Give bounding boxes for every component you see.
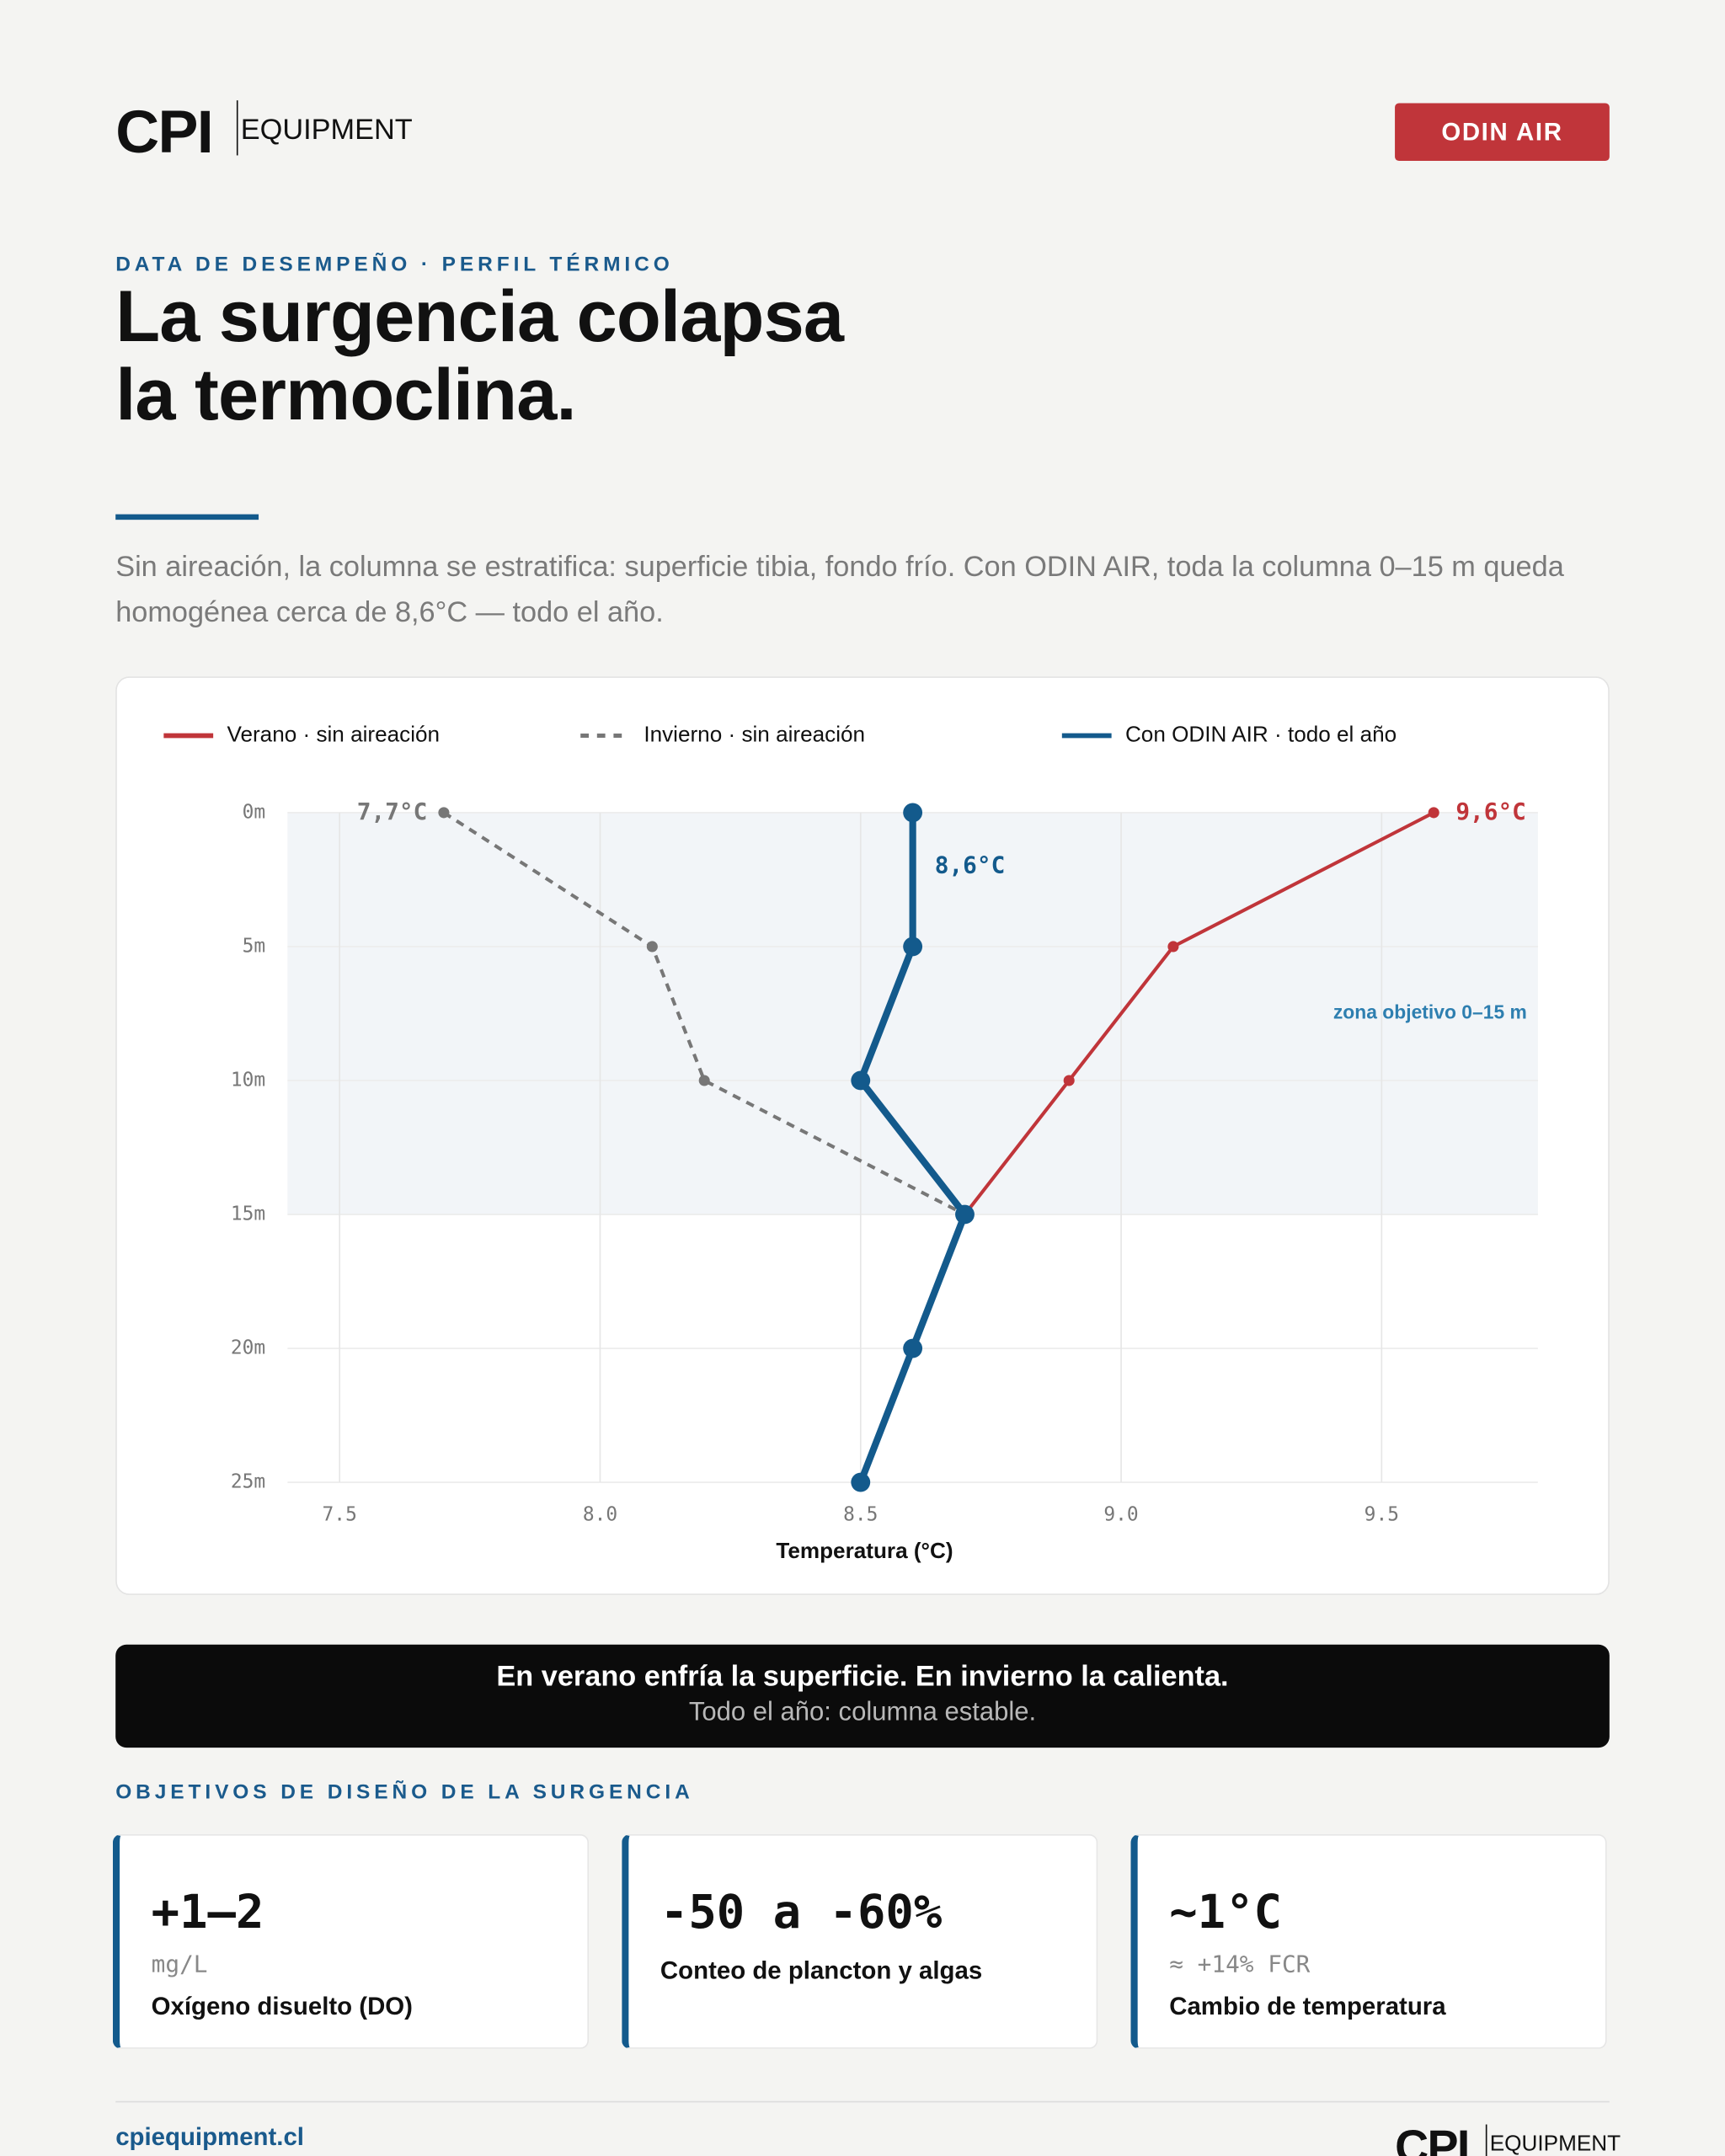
data-point bbox=[851, 1472, 871, 1492]
annotation: 9,6°C bbox=[1455, 798, 1526, 825]
data-point bbox=[646, 941, 658, 953]
series-line bbox=[963, 811, 1435, 1216]
data-point bbox=[1428, 807, 1439, 819]
x-tick-label: 9.5 bbox=[1365, 1504, 1399, 1526]
metric-value: ~1°C bbox=[1169, 1885, 1282, 1940]
data-point bbox=[955, 1204, 975, 1225]
x-tick-label: 7.5 bbox=[323, 1504, 357, 1526]
annotation: 8,6°C bbox=[935, 851, 1006, 879]
x-tick-label: 8.0 bbox=[583, 1504, 617, 1526]
section-label: OBJETIVOS DE DISEÑO DE LA SURGENCIA bbox=[115, 1780, 694, 1805]
data-point bbox=[438, 807, 450, 819]
cta-button[interactable]: ODIN AIR bbox=[1395, 103, 1610, 162]
y-tick-label: 25m bbox=[231, 1471, 265, 1493]
data-point bbox=[903, 937, 923, 957]
footer-link[interactable]: cpiequipment.cl bbox=[115, 2122, 304, 2151]
metric-unit: mg/L bbox=[151, 1951, 208, 1979]
y-tick-label: 10m bbox=[231, 1069, 265, 1091]
banner-line: En verano enfría la superficie. En invie… bbox=[496, 1661, 1229, 1693]
data-point bbox=[698, 1075, 710, 1086]
metric-value: +1–2 bbox=[151, 1885, 264, 1940]
chart-card: zona objetivo 0–15 m 0m 5m 10m 15m 20m 25m 7.5 8… bbox=[115, 676, 1610, 1595]
headline-line: la termoclina. bbox=[115, 355, 576, 436]
logo: CPI bbox=[115, 99, 214, 167]
data-point bbox=[903, 1338, 923, 1358]
metric-label: Cambio de temperatura bbox=[1169, 1992, 1446, 2020]
y-tick-label: 5m bbox=[243, 935, 266, 957]
footer-logo: CPI bbox=[1395, 2121, 1470, 2156]
logo-text: EQUIPMENT bbox=[240, 114, 413, 147]
legend-label: Invierno · sin aireación bbox=[644, 721, 865, 746]
accent-rule bbox=[115, 514, 259, 520]
metric-card: +1–2 mg/L Oxígeno disuelto (DO) bbox=[112, 1834, 590, 2049]
metric-card: ~1°C ≈ +14% FCR Cambio de temperatura bbox=[1130, 1834, 1607, 2049]
metric-value: -50 a -60% bbox=[660, 1885, 943, 1940]
data-point bbox=[851, 1070, 871, 1091]
y-tick-label: 15m bbox=[231, 1203, 265, 1225]
y-tick-label: 0m bbox=[243, 801, 266, 823]
metric-label: Oxígeno disuelto (DO) bbox=[151, 1992, 413, 2020]
banner-subline: Todo el año: columna estable. bbox=[688, 1698, 1037, 1727]
x-tick-label: 9.0 bbox=[1103, 1504, 1138, 1526]
chart: zona objetivo 0–15 m 0m 5m 10m 15m 20m 25m 7.5 8… bbox=[163, 721, 1538, 1563]
data-point bbox=[1063, 1075, 1075, 1086]
data-point bbox=[903, 803, 923, 823]
annotation: 7,7°C bbox=[357, 798, 428, 825]
lede: Sin aireación, la columna se estratifica… bbox=[115, 551, 1564, 629]
legend-label: Con ODIN AIR · todo el año bbox=[1125, 721, 1397, 746]
series-line bbox=[857, 812, 969, 1484]
y-tick-label: 20m bbox=[231, 1337, 265, 1359]
zone-label: zona objetivo 0–15 m bbox=[1333, 1001, 1527, 1022]
logo-divider bbox=[1485, 2124, 1487, 2156]
metric-unit: ≈ +14% FCR bbox=[1169, 1951, 1311, 1979]
data-point bbox=[1167, 941, 1179, 953]
metric-label: Conteo de plancton y algas bbox=[660, 1956, 983, 1984]
banner: En verano enfría la superficie. En invie… bbox=[115, 1644, 1610, 1748]
footer-rule bbox=[115, 2100, 1610, 2103]
metric-card: -50 a -60% Conteo de plancton y algas bbox=[622, 1834, 1098, 2049]
headline-line: La surgencia colapsa bbox=[115, 276, 844, 358]
headline: La surgencia colapsa la termoclina. bbox=[115, 276, 844, 436]
x-axis-title: Temperatura (°C) bbox=[776, 1538, 953, 1563]
footer-logo-text: EQUIPMENT bbox=[1489, 2132, 1621, 2156]
legend-label: Verano · sin aireación bbox=[227, 721, 440, 746]
logo-divider bbox=[236, 100, 238, 156]
x-tick-label: 8.5 bbox=[843, 1504, 878, 1526]
series-line bbox=[442, 811, 966, 1216]
eyebrow: DATA DE DESEMPEÑO · PERFIL TÉRMICO bbox=[115, 253, 674, 277]
